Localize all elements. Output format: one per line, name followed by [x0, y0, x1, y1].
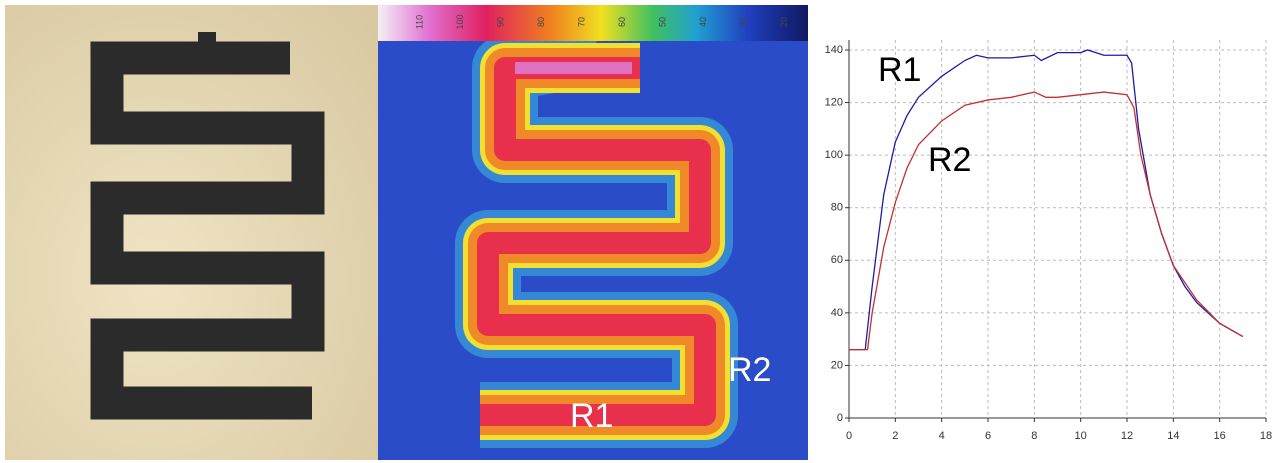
chart-panel: 0 20 40 60 80 100 120 140 0 2 4 6 8 10 12 14 16 18 R1 R2 — [808, 5, 1282, 460]
photo-panel — [5, 5, 378, 460]
thermal-label: R1 — [570, 397, 613, 435]
y-tick-label: 100 — [825, 149, 843, 161]
x-tick-label: 10 — [1075, 430, 1087, 442]
x-tick-label: 0 — [846, 430, 852, 442]
x-tick-label: 8 — [1031, 430, 1037, 442]
y-tick-label: 0 — [837, 412, 843, 424]
series-annotation: R2 — [928, 141, 971, 179]
colorbar-tick-label: 20 — [779, 17, 789, 27]
colorbar-tick-label: 40 — [698, 17, 708, 27]
y-tick-label: 120 — [825, 96, 843, 108]
x-tick-label: 2 — [892, 430, 898, 442]
series-annotation: R1 — [878, 51, 921, 89]
colorbar-tick-label: 80 — [536, 17, 546, 27]
x-tick-label: 4 — [939, 430, 945, 442]
x-tick-label: 16 — [1214, 430, 1226, 442]
colorbar-tick-label: 90 — [495, 17, 505, 27]
colorbar-tick-label: 30 — [738, 17, 748, 27]
colorbar-tick-label: 100 — [455, 14, 465, 29]
x-tick-label: 12 — [1121, 430, 1133, 442]
y-tick-label: 80 — [831, 202, 843, 214]
y-tick-label: 60 — [831, 254, 843, 266]
colorbar-tick-label: 50 — [657, 17, 667, 27]
thermal-panel: 110 100 90 80 70 60 50 40 30 20 R1 R2 — [378, 5, 808, 460]
y-tick-label: 40 — [831, 307, 843, 319]
thermal-label: R2 — [728, 351, 771, 389]
y-tick-label: 20 — [831, 359, 843, 371]
colorbar-tick-label: 60 — [617, 17, 627, 27]
x-tick-label: 6 — [985, 430, 991, 442]
colorbar-tick-label: 70 — [576, 17, 586, 27]
figure: 1101009080706050403020 R1 R2 02040608010… — [0, 0, 1282, 463]
x-tick-label: 14 — [1167, 430, 1179, 442]
colorbar-tick-label: 110 — [414, 15, 424, 29]
x-tick-label: 18 — [1260, 430, 1272, 442]
y-tick-label: 140 — [825, 44, 843, 56]
